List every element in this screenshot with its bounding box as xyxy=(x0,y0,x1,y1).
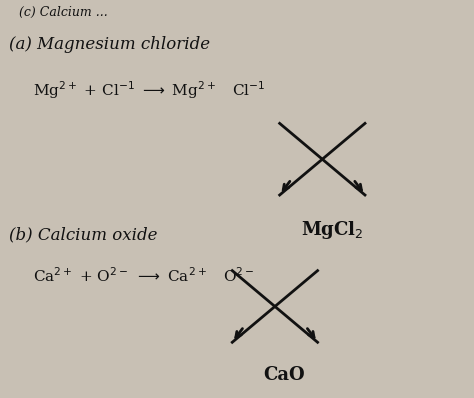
Text: (a) Magnesium chloride: (a) Magnesium chloride xyxy=(9,36,210,53)
Text: CaO: CaO xyxy=(264,366,305,384)
Text: Mg$^{2+}$ + Cl$^{-1}$ $\longrightarrow$ Mg$^{2+}$   Cl$^{-1}$: Mg$^{2+}$ + Cl$^{-1}$ $\longrightarrow$ … xyxy=(33,80,266,101)
Text: MgCl$_2$: MgCl$_2$ xyxy=(301,219,363,241)
Text: (b) Calcium oxide: (b) Calcium oxide xyxy=(9,227,158,244)
Text: (c) Calcium ...: (c) Calcium ... xyxy=(19,6,108,19)
Text: Ca$^{2+}$ + O$^{2-}$ $\longrightarrow$ Ca$^{2+}$   O$^{2-}$: Ca$^{2+}$ + O$^{2-}$ $\longrightarrow$ C… xyxy=(33,267,255,285)
